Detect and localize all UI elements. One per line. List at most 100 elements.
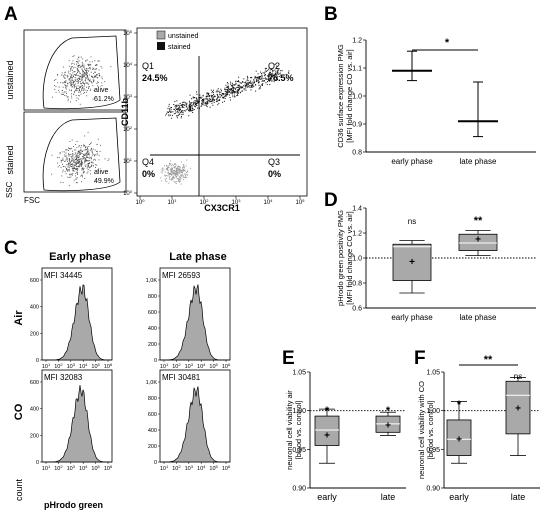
event-dot-unstained bbox=[172, 171, 174, 173]
quadrant-q2-value: 75.5% bbox=[268, 73, 294, 83]
event-dot-stained bbox=[278, 69, 280, 71]
event-dot bbox=[76, 172, 78, 173]
event-dot-unstained bbox=[177, 172, 179, 174]
event-dot bbox=[86, 150, 88, 152]
event-dot-stained bbox=[258, 76, 260, 78]
event-dot bbox=[80, 56, 82, 58]
event-dot bbox=[82, 169, 84, 171]
event-dot bbox=[77, 168, 79, 170]
event-dot-unstained bbox=[184, 173, 186, 175]
event-dot bbox=[87, 160, 89, 162]
event-dot bbox=[79, 64, 81, 66]
event-dot-unstained bbox=[175, 175, 177, 177]
event-dot bbox=[73, 179, 75, 181]
event-dot-stained bbox=[224, 88, 226, 90]
event-dot bbox=[77, 69, 79, 71]
event-dot bbox=[68, 158, 70, 159]
y-tick-label: 800 bbox=[148, 396, 157, 402]
event-dot bbox=[66, 76, 68, 78]
event-dot-stained bbox=[237, 80, 239, 82]
event-dot-stained bbox=[182, 111, 184, 113]
event-dot-unstained bbox=[179, 180, 181, 182]
event-dot bbox=[99, 73, 100, 75]
event-dot-unstained bbox=[173, 173, 175, 175]
event-dot-stained bbox=[278, 79, 280, 81]
event-dot-stained bbox=[237, 85, 239, 87]
y-tick-label: 200 bbox=[148, 342, 157, 348]
event-dot-unstained bbox=[171, 168, 173, 170]
event-dot-stained bbox=[186, 105, 188, 107]
event-dot bbox=[78, 150, 80, 152]
event-dot bbox=[70, 101, 72, 103]
event-dot bbox=[87, 146, 88, 148]
event-dot-unstained bbox=[162, 167, 164, 169]
event-dot-stained bbox=[189, 108, 191, 110]
event-dot-stained bbox=[220, 88, 222, 90]
event-dot bbox=[88, 165, 90, 167]
event-dot-stained bbox=[213, 99, 215, 101]
y-tick-label: 0 bbox=[36, 358, 39, 364]
event-dot bbox=[74, 77, 76, 78]
y-tick-label: 200 bbox=[30, 433, 39, 439]
event-dot bbox=[69, 158, 70, 160]
event-dot bbox=[68, 177, 70, 179]
event-dot-stained bbox=[208, 93, 210, 95]
event-dot bbox=[66, 82, 68, 84]
event-dot-stained bbox=[224, 97, 226, 99]
event-dot-stained bbox=[230, 87, 232, 89]
event-dot bbox=[68, 159, 70, 161]
event-dot bbox=[87, 63, 89, 65]
event-dot bbox=[76, 162, 78, 164]
event-dot-stained bbox=[280, 70, 282, 72]
event-dot bbox=[65, 159, 67, 161]
event-dot bbox=[87, 169, 89, 170]
event-dot-stained bbox=[246, 82, 248, 84]
event-dot-stained bbox=[170, 111, 172, 113]
event-dot bbox=[84, 160, 86, 162]
event-dot-unstained bbox=[170, 170, 172, 172]
event-dot bbox=[84, 135, 86, 137]
event-dot bbox=[74, 164, 76, 166]
event-dot-unstained bbox=[186, 159, 188, 161]
event-dot-stained bbox=[274, 72, 276, 74]
event-dot-stained bbox=[189, 94, 191, 96]
event-dot bbox=[91, 154, 93, 156]
event-dot bbox=[73, 161, 75, 163]
event-dot bbox=[73, 81, 75, 82]
event-dot bbox=[70, 156, 72, 158]
event-dot bbox=[86, 159, 88, 161]
event-dot-stained bbox=[238, 86, 240, 88]
event-dot-stained bbox=[218, 96, 220, 98]
event-dot-unstained bbox=[180, 175, 182, 177]
event-dot-stained bbox=[225, 95, 227, 97]
event-dot-stained bbox=[259, 87, 261, 89]
event-dot bbox=[76, 89, 78, 91]
event-dot-stained bbox=[236, 92, 238, 94]
event-dot-stained bbox=[262, 72, 264, 74]
event-dot-unstained bbox=[184, 175, 186, 177]
box-iqr bbox=[314, 415, 340, 446]
event-dot bbox=[97, 60, 99, 62]
x-tick-label: 103 bbox=[67, 464, 76, 472]
event-dot bbox=[64, 154, 66, 156]
event-dot bbox=[100, 66, 102, 67]
event-dot-stained bbox=[226, 90, 228, 92]
event-dot bbox=[101, 85, 103, 87]
event-dot bbox=[61, 175, 63, 177]
event-dot-stained bbox=[168, 108, 170, 110]
event-dot-stained bbox=[267, 68, 269, 70]
event-dot-unstained bbox=[178, 177, 180, 179]
d-annotation-late: ** bbox=[474, 215, 483, 227]
event-dot bbox=[87, 74, 88, 76]
event-dot-stained bbox=[245, 85, 247, 87]
event-dot bbox=[69, 161, 71, 163]
event-dot-stained bbox=[184, 110, 186, 112]
event-dot-stained bbox=[188, 109, 190, 111]
event-dot-stained bbox=[237, 89, 239, 91]
box-early: + bbox=[446, 400, 472, 464]
event-dot bbox=[81, 76, 83, 78]
event-dot bbox=[83, 158, 84, 160]
event-dot bbox=[64, 95, 66, 96]
event-dot bbox=[65, 80, 67, 82]
event-dot-stained bbox=[272, 72, 274, 74]
